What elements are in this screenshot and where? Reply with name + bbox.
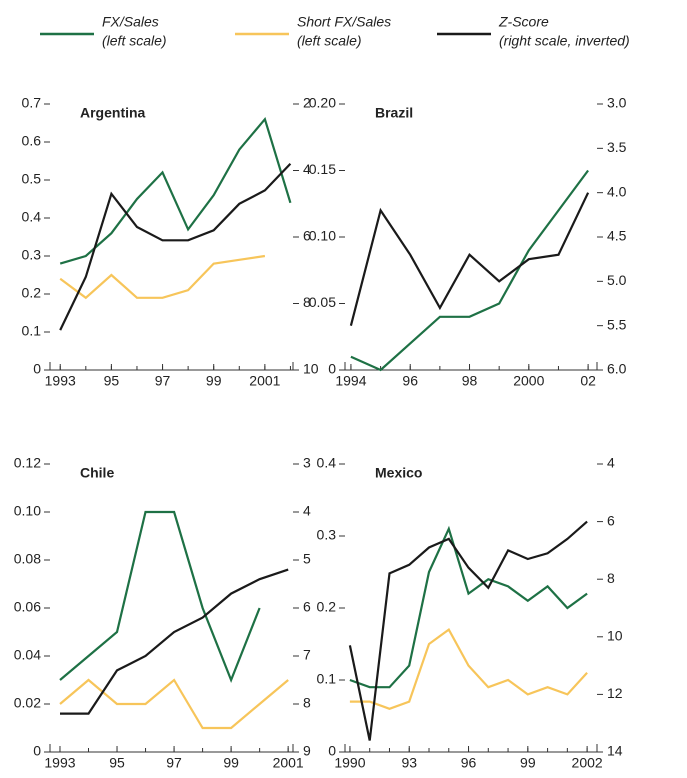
- legend-label: Short FX/Sales: [297, 14, 391, 30]
- y-tick-label: 0.20: [309, 95, 336, 111]
- y-tick-label: 0.3: [22, 247, 42, 263]
- y-tick-label: 0: [33, 743, 41, 759]
- y2-tick-label: 5.5: [607, 316, 627, 332]
- y-tick-label: 0: [328, 743, 336, 759]
- y2-tick-label: 4.0: [607, 183, 627, 199]
- series-line: [59, 254, 266, 300]
- y2-tick-label: 4: [303, 161, 311, 177]
- x-tick-label: 96: [461, 755, 477, 771]
- x-tick-label: 1993: [44, 755, 75, 771]
- series-line: [349, 627, 588, 710]
- y-tick-label: 0.15: [309, 161, 336, 177]
- y-tick-label: 0.2: [22, 285, 42, 301]
- y2-tick-label: 8: [303, 695, 311, 711]
- y2-tick-label: 5: [303, 551, 311, 567]
- x-tick-label: 95: [104, 373, 120, 389]
- y2-tick-label: 2: [303, 95, 311, 111]
- x-tick-label: 02: [580, 373, 596, 389]
- y-tick-label: 0.02: [14, 695, 41, 711]
- y2-tick-label: 4: [607, 455, 615, 471]
- x-tick-label: 2002: [572, 755, 603, 771]
- y2-tick-label: 3.0: [607, 95, 627, 111]
- y-tick-label: 0.10: [14, 503, 41, 519]
- series-line: [59, 116, 292, 265]
- y-tick-label: 0.4: [22, 209, 42, 225]
- y2-tick-label: 12: [607, 685, 623, 701]
- panel-title: Argentina: [80, 105, 146, 121]
- series-line: [60, 568, 289, 715]
- y2-tick-label: 6.0: [607, 361, 627, 377]
- series-line: [349, 525, 588, 689]
- legend-note: (left scale): [102, 33, 167, 49]
- y-tick-label: 0.5: [22, 171, 42, 187]
- y-tick-label: 0.04: [14, 647, 41, 663]
- x-tick-label: 1993: [45, 373, 76, 389]
- x-tick-label: 1990: [334, 755, 365, 771]
- y-tick-label: 0.3: [317, 527, 337, 543]
- y-tick-label: 0: [33, 361, 41, 377]
- panel-title: Chile: [80, 465, 114, 481]
- x-tick-label: 2000: [513, 373, 544, 389]
- y-tick-label: 0.2: [317, 599, 337, 615]
- x-tick-label: 1994: [335, 373, 366, 389]
- series-line: [59, 678, 289, 730]
- y2-tick-label: 8: [303, 294, 311, 310]
- x-tick-label: 2001: [249, 373, 280, 389]
- y-tick-label: 0: [328, 361, 336, 377]
- y-tick-label: 0.06: [14, 599, 41, 615]
- y2-tick-label: 7: [303, 647, 311, 663]
- y-tick-label: 0.05: [309, 294, 336, 310]
- x-tick-label: 99: [206, 373, 222, 389]
- x-tick-label: 99: [520, 755, 536, 771]
- y2-tick-label: 14: [607, 743, 623, 759]
- panel-title: Brazil: [375, 105, 413, 121]
- legend-label: FX/Sales: [102, 14, 159, 30]
- x-tick-label: 96: [402, 373, 418, 389]
- y2-tick-label: 4: [303, 503, 311, 519]
- y-tick-label: 0.1: [22, 323, 42, 339]
- x-tick-label: 95: [109, 755, 125, 771]
- series-line: [348, 520, 588, 741]
- y-tick-label: 0.10: [309, 228, 336, 244]
- series-line: [59, 510, 261, 683]
- y-tick-label: 0.12: [14, 455, 41, 471]
- y2-tick-label: 3: [303, 455, 311, 471]
- panel-title: Mexico: [375, 465, 422, 481]
- y2-tick-label: 3.5: [607, 139, 627, 155]
- x-tick-label: 97: [155, 373, 171, 389]
- y-tick-label: 0.7: [22, 95, 42, 111]
- legend-label: Z-Score: [498, 14, 549, 30]
- x-tick-label: 93: [401, 755, 417, 771]
- series-line: [350, 169, 589, 372]
- y2-tick-label: 6: [303, 228, 311, 244]
- y2-tick-label: 9: [303, 743, 311, 759]
- y-tick-label: 0.4: [317, 455, 337, 471]
- series-line: [59, 163, 292, 331]
- legend-note: (right scale, inverted): [499, 33, 630, 49]
- y2-tick-label: 5.0: [607, 272, 627, 288]
- x-tick-label: 99: [223, 755, 239, 771]
- x-tick-label: 2001: [273, 755, 304, 771]
- y2-tick-label: 4.5: [607, 228, 627, 244]
- y-tick-label: 0.6: [22, 133, 42, 149]
- x-tick-label: 98: [462, 373, 478, 389]
- legend-note: (left scale): [297, 33, 362, 49]
- y2-tick-label: 6: [607, 512, 615, 528]
- x-tick-label: 97: [166, 755, 182, 771]
- y-tick-label: 0.1: [317, 671, 337, 687]
- y2-tick-label: 8: [607, 570, 615, 586]
- y2-tick-label: 6: [303, 599, 311, 615]
- y2-tick-label: 10: [303, 361, 319, 377]
- y-tick-label: 0.08: [14, 551, 41, 567]
- series-line: [349, 192, 590, 326]
- y2-tick-label: 10: [607, 628, 623, 644]
